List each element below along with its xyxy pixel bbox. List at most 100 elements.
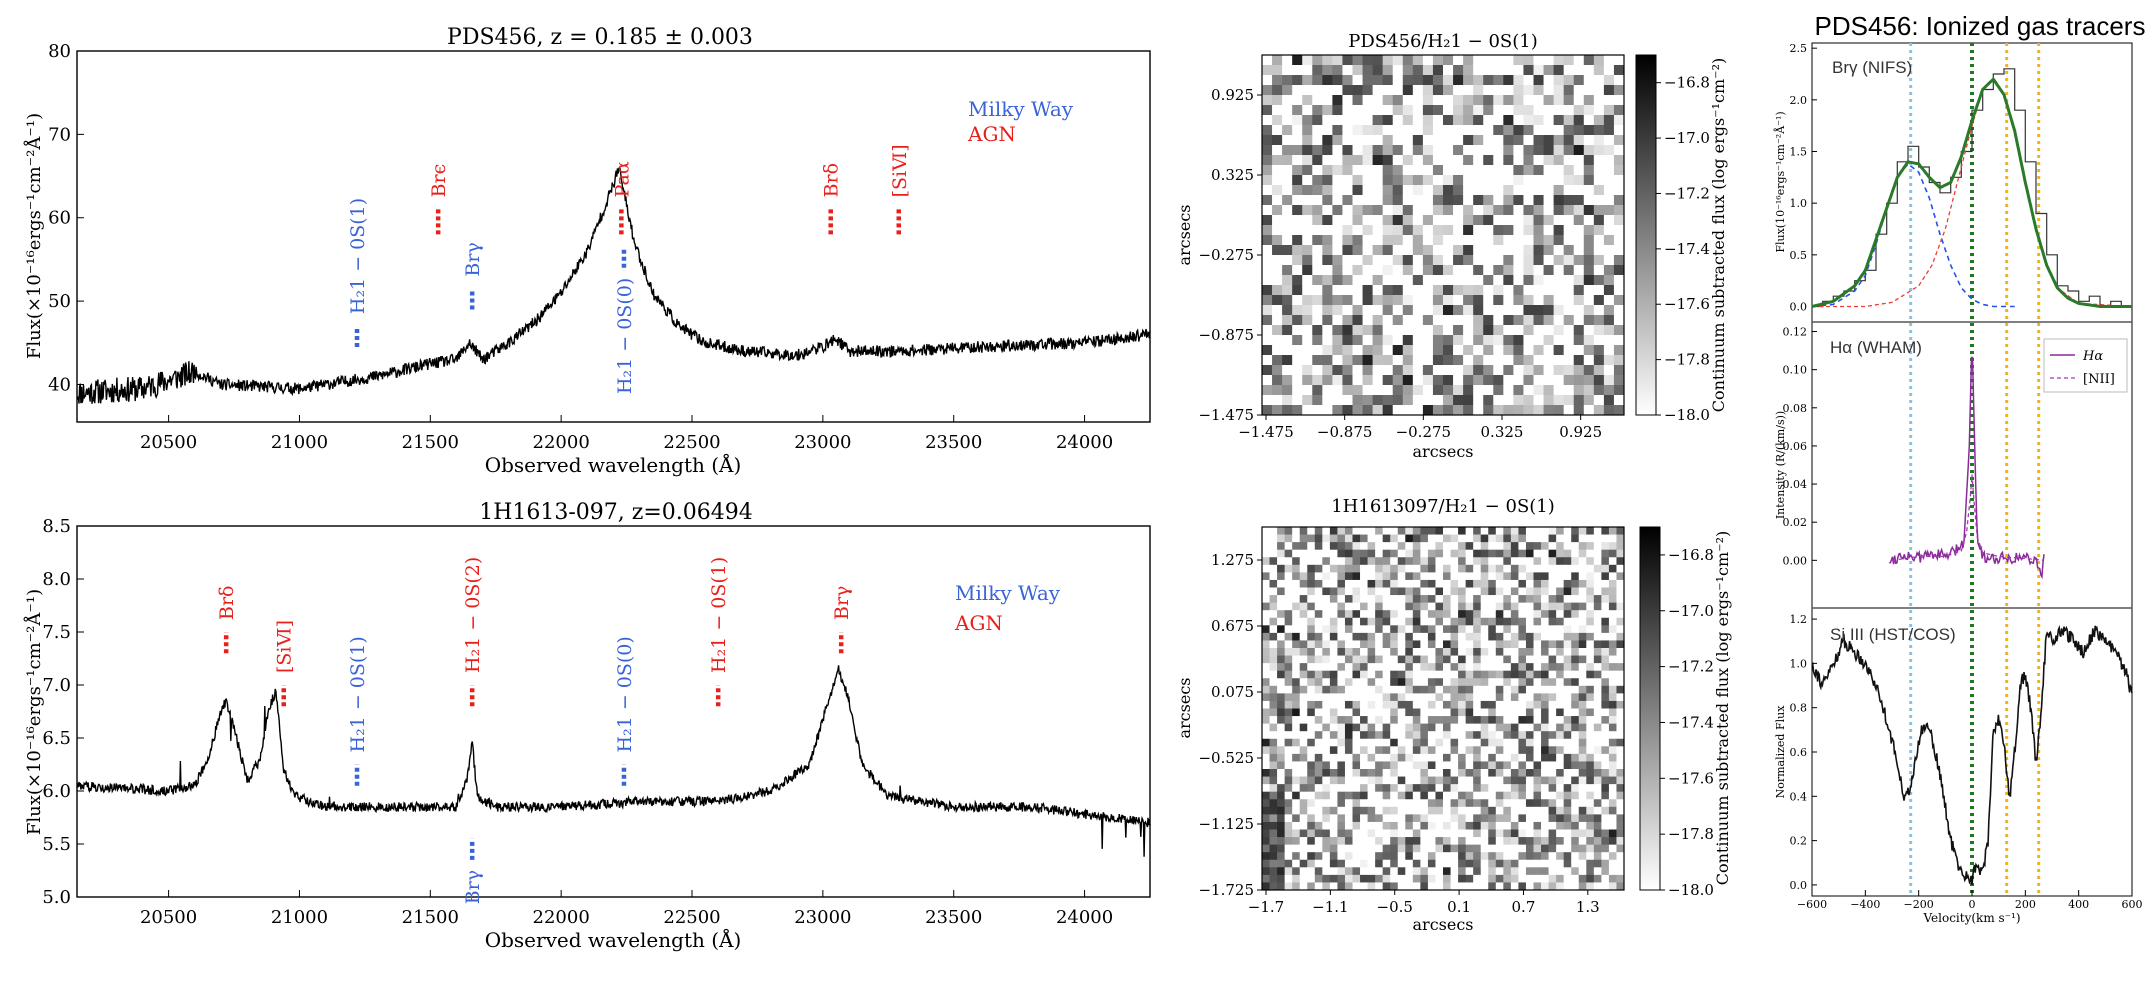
map1-cell [1432,265,1444,276]
map2-cell [1420,648,1429,656]
map1-cell [1513,215,1524,226]
map1-cell [1292,315,1303,326]
map1-cell [1483,175,1494,186]
map2-cell [1382,867,1391,876]
map1-cell [1272,55,1283,66]
map1-cell [1332,325,1343,336]
spec2-xtick-label: 23500 [925,907,982,928]
map2-cell [1367,557,1376,566]
map2-cell [1292,859,1301,868]
map1-cell [1613,245,1625,256]
map2-cell [1299,859,1308,868]
map2-cell [1616,791,1625,800]
map1-cell [1493,355,1504,366]
map2-cell [1435,708,1444,717]
map2-cell [1563,776,1572,785]
map2-cell [1367,670,1376,679]
map1-cell [1443,405,1454,416]
map2-cell [1510,663,1519,672]
map2-cell [1307,549,1316,558]
map2-cell [1269,716,1278,725]
map2-cell [1435,678,1444,687]
map2-cell [1322,663,1331,672]
map2-cell [1503,693,1512,702]
map1-cell [1402,85,1414,96]
map1-cell [1493,175,1504,186]
map2-cell [1344,557,1353,566]
map2-cell [1397,784,1406,793]
vel1-ytick-label: 1.5 [1790,146,1808,159]
map2-cell [1586,534,1595,543]
map2-cell [1367,678,1376,687]
map2-cell [1360,534,1368,543]
map1-cell [1322,55,1333,66]
map2-cell [1480,731,1489,740]
map2-cell [1556,806,1565,815]
map1-cell [1463,85,1474,96]
map2-cell [1277,632,1286,641]
map1-cell [1412,375,1424,386]
map2-cell [1541,852,1549,861]
map2-cell [1593,753,1602,762]
map1-cell [1282,375,1293,386]
map2-cell [1367,799,1376,808]
map2-cell [1382,700,1391,709]
map2-cell [1292,700,1301,709]
map2-cell [1352,670,1361,679]
map2-cell [1412,527,1421,535]
map2-cell [1586,708,1595,717]
map1-cell [1533,245,1544,256]
map1-cell [1422,405,1434,416]
map2-cell [1269,753,1278,762]
map1-cell [1342,335,1353,346]
map2-cell [1518,587,1527,596]
map2-cell [1292,595,1301,604]
map1-cell [1603,205,1615,216]
map1-cell [1603,335,1615,346]
map2-cell [1284,542,1293,551]
map2-cell [1329,791,1338,800]
map2-cell [1495,670,1504,679]
map1-cell [1463,405,1474,416]
map1-cell [1342,85,1353,96]
map1-cell [1553,325,1565,336]
map2-cell [1480,617,1489,626]
map2-cell [1443,610,1451,619]
map2-cell [1593,625,1602,634]
spec1-ytick-label: 50 [48,291,71,312]
map2-cell [1525,867,1534,876]
map2-cell [1420,852,1429,861]
map1-cell [1603,225,1615,236]
map2-cell [1397,882,1406,891]
map2-cell [1405,837,1414,846]
map1-cell [1272,245,1283,256]
map1-cell [1282,185,1293,196]
map1-cell [1372,285,1384,296]
map2-cell [1563,746,1572,755]
map1-cell [1523,95,1534,106]
map2-cell [1367,731,1376,740]
map1-cell [1563,155,1575,166]
map2-cell [1480,829,1489,838]
map1-cell [1312,355,1323,366]
map1-cell [1593,135,1605,146]
map2-cell [1503,534,1512,543]
map2-cell [1427,867,1436,876]
map2-cell [1556,655,1565,664]
map1-cell [1362,145,1374,156]
map2-cell [1367,663,1376,672]
map2-cell [1608,746,1617,755]
map2-cell [1548,625,1557,634]
map2-cell [1571,632,1580,641]
map1-cell [1533,185,1544,196]
map2-cell [1292,738,1301,747]
map1-cell [1322,315,1333,326]
map2-cell [1397,602,1406,611]
map2-cell [1608,549,1617,558]
map1-cell [1583,395,1595,406]
map2-cell [1435,806,1444,815]
map2-cell [1525,625,1534,634]
map1-cell [1272,315,1283,326]
spectrum-panel-1h1613: 1H1613-097, z=0.06494 20500 21000 21500 220… [23,500,1151,952]
map2-cell [1450,708,1459,717]
